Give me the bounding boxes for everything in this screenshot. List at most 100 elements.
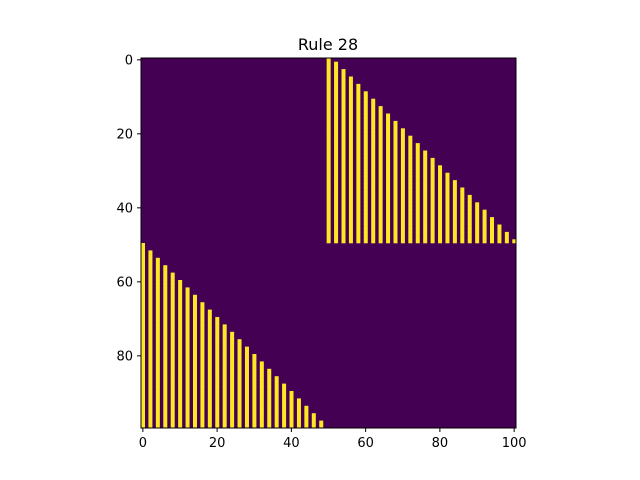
heatmap-cell <box>289 424 294 429</box>
heatmap-cell <box>207 424 212 429</box>
heatmap-cell <box>155 291 160 296</box>
heatmap-cell <box>200 346 205 351</box>
heatmap-cell <box>237 365 242 370</box>
heatmap-cell <box>393 235 398 240</box>
heatmap-cell <box>393 228 398 233</box>
heatmap-cell <box>438 239 443 244</box>
heatmap-cell <box>178 309 183 314</box>
y-tick-label: 40 <box>116 201 133 216</box>
heatmap-cell <box>296 398 301 403</box>
heatmap-cell <box>155 342 160 347</box>
heatmap-cell <box>386 161 391 166</box>
heatmap-cell <box>460 187 465 192</box>
heatmap-cell <box>423 161 428 166</box>
heatmap-cell <box>423 213 428 218</box>
heatmap-cell <box>356 231 361 236</box>
heatmap-cell <box>371 169 376 173</box>
heatmap-cell <box>348 206 353 210</box>
heatmap-cell <box>200 354 205 358</box>
heatmap-cell <box>200 328 205 333</box>
heatmap-cell <box>178 424 183 429</box>
heatmap-cell <box>438 176 443 181</box>
heatmap-cell <box>289 413 294 418</box>
heatmap-cell <box>163 365 168 370</box>
heatmap-cell <box>141 257 146 262</box>
heatmap-cell <box>386 228 391 233</box>
heatmap-cell <box>378 120 383 125</box>
heatmap-cell <box>445 194 450 199</box>
heatmap-cell <box>445 191 450 196</box>
heatmap-cell <box>386 231 391 236</box>
heatmap-cell <box>163 272 168 277</box>
x-tick-label: 40 <box>283 436 300 451</box>
heatmap-cell <box>237 416 242 421</box>
heatmap-cell <box>393 183 398 188</box>
heatmap-cell <box>274 376 279 381</box>
heatmap-cell <box>155 398 160 403</box>
heatmap-cell <box>259 394 264 399</box>
heatmap-cell <box>237 420 242 425</box>
heatmap-cell <box>170 402 175 407</box>
heatmap-cell <box>192 302 197 307</box>
heatmap-cell <box>148 294 153 299</box>
heatmap-cell <box>163 350 168 355</box>
heatmap-cell <box>371 132 376 136</box>
heatmap-cell <box>222 413 227 418</box>
heatmap-cell <box>415 165 420 170</box>
heatmap-cell <box>378 135 383 140</box>
heatmap-cell <box>215 376 220 381</box>
heatmap-cell <box>252 394 257 399</box>
heatmap-cell <box>148 331 153 336</box>
heatmap-cell <box>371 106 376 111</box>
heatmap-cell <box>192 309 197 314</box>
heatmap-cell <box>326 209 331 214</box>
heatmap-cell <box>415 194 420 199</box>
heatmap-cell <box>371 176 376 181</box>
heatmap-cell <box>326 106 331 111</box>
heatmap-cell <box>155 339 160 344</box>
heatmap-cell <box>386 132 391 136</box>
heatmap-cell <box>222 328 227 333</box>
heatmap-cell <box>430 209 435 214</box>
heatmap-cell <box>363 109 368 114</box>
heatmap-cell <box>155 424 160 429</box>
heatmap-cell <box>259 372 264 377</box>
heatmap-cell <box>170 379 175 384</box>
heatmap-cell <box>371 128 376 133</box>
heatmap-cell <box>252 379 257 384</box>
heatmap-cell <box>178 298 183 303</box>
heatmap-cell <box>178 331 183 336</box>
heatmap-cell <box>185 357 190 362</box>
heatmap-cell <box>378 235 383 240</box>
heatmap-cell <box>341 143 346 148</box>
heatmap-cell <box>282 409 287 414</box>
heatmap-cell <box>200 305 205 310</box>
heatmap-cell <box>192 361 197 366</box>
chart-title: Rule 28 <box>298 35 358 54</box>
heatmap-cell <box>363 91 368 96</box>
heatmap-cell <box>192 313 197 318</box>
heatmap-cell <box>423 194 428 199</box>
heatmap-cell <box>192 357 197 362</box>
heatmap-cell <box>155 257 160 262</box>
heatmap-cell <box>348 239 353 244</box>
heatmap-cell <box>230 413 235 418</box>
heatmap-cell <box>371 239 376 244</box>
heatmap-cell <box>408 161 413 166</box>
heatmap-cell <box>192 305 197 310</box>
heatmap-cell <box>386 180 391 185</box>
heatmap-cell <box>207 346 212 351</box>
heatmap-cell <box>192 317 197 321</box>
heatmap-cell <box>222 409 227 414</box>
heatmap-cell <box>386 172 391 177</box>
heatmap-cell <box>460 220 465 225</box>
heatmap-cell <box>178 324 183 329</box>
heatmap-cell <box>274 387 279 392</box>
heatmap-cell <box>341 132 346 136</box>
heatmap-cell <box>400 220 405 225</box>
heatmap-cell <box>356 146 361 151</box>
heatmap-cell <box>200 394 205 399</box>
x-tick-label: 100 <box>502 436 527 451</box>
heatmap-cell <box>400 146 405 151</box>
heatmap-cell <box>237 424 242 429</box>
